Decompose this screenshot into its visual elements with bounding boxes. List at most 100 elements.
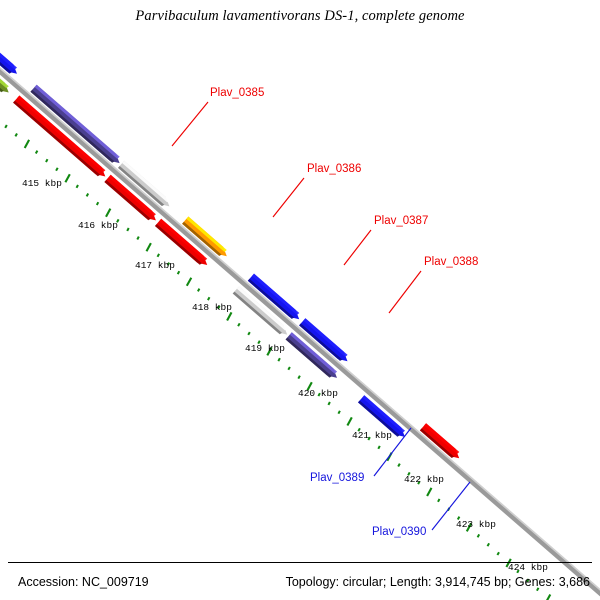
gene-name-label[interactable]: Plav_0390 xyxy=(372,526,426,538)
scale-minor-dot xyxy=(95,201,100,206)
gene-name-label[interactable]: Plav_0385 xyxy=(210,87,264,99)
gene-bar-highlight xyxy=(186,216,227,252)
scale-minor-dot xyxy=(437,498,441,503)
gene-bar[interactable] xyxy=(285,332,338,378)
scale-minor-dot xyxy=(257,340,261,345)
gene-bar-highlight xyxy=(252,273,300,315)
gene-bar-highlight xyxy=(303,318,348,357)
scale-minor-dot xyxy=(166,262,171,266)
scale-minor-dot xyxy=(176,270,181,275)
scale-tick-label: 420 kbp xyxy=(298,388,338,399)
gene-bar-body xyxy=(155,218,208,265)
scale-minor-dot xyxy=(247,331,251,336)
scale-minor-dot xyxy=(496,551,500,556)
gene-bar[interactable] xyxy=(299,318,348,362)
gene-bar-body xyxy=(299,318,348,362)
gene-bar-body xyxy=(104,174,156,221)
gene-bar[interactable] xyxy=(0,50,9,93)
gene-bar[interactable] xyxy=(182,216,227,257)
gene-bar-highlight xyxy=(159,218,208,261)
gene-bar-shadow xyxy=(13,100,101,177)
gene-bar[interactable] xyxy=(118,160,170,207)
status-bar: Accession: NC_009719 Topology: circular;… xyxy=(0,562,600,600)
scale-minor-dot xyxy=(55,167,59,172)
scale-minor-dot xyxy=(197,288,201,292)
scale-minor-dot xyxy=(85,193,90,197)
scale-tick-label: 415 kbp xyxy=(22,178,62,189)
scale-major-tick xyxy=(266,346,273,356)
scale-tick-labels-group: 415 kbp 416 kbp 417 kbp 418 kbp 419 kbp 420 k… xyxy=(22,178,548,573)
gene-bar-shadow xyxy=(358,400,400,437)
backbone-highlight xyxy=(0,66,600,592)
gene-name-label[interactable]: Plav_0387 xyxy=(374,215,428,227)
gene-bar[interactable] xyxy=(155,218,208,265)
scale-minor-dot xyxy=(417,480,421,485)
gene-name-label[interactable]: Plav_0386 xyxy=(307,163,361,175)
backbone-line xyxy=(0,69,600,597)
gene-bar-body xyxy=(419,423,460,459)
gene-bar[interactable] xyxy=(30,84,120,164)
gene-bar[interactable] xyxy=(104,174,156,221)
gene-bar[interactable] xyxy=(419,423,460,459)
gene-bar[interactable] xyxy=(232,286,288,335)
scale-minor-dot xyxy=(397,463,401,467)
gene-label-leader-line xyxy=(171,101,209,147)
scale-minor-dot xyxy=(476,533,481,538)
scale-minor-dot xyxy=(526,578,530,583)
scale-tick-label: 424 kbp xyxy=(508,562,548,573)
gene-bar-shadow xyxy=(30,89,115,163)
gene-bars-group[interactable] xyxy=(0,35,460,459)
scale-minor-dot xyxy=(14,133,18,137)
gene-bar[interactable] xyxy=(0,35,17,74)
gene-bar-shadow xyxy=(285,337,332,378)
scale-major-tick xyxy=(226,311,233,322)
gene-name-labels-group[interactable]: Plav_0385 Plav_0386 Plav_0387 Plav_0388 Plav… xyxy=(210,87,478,538)
scale-minor-dot xyxy=(116,218,120,223)
scale-minor-dot xyxy=(367,436,371,441)
scale-minor-dot xyxy=(337,410,341,415)
scale-tick-label: 421 kbp xyxy=(352,430,392,441)
scale-major-tick xyxy=(105,208,112,218)
gene-bar-highlight xyxy=(122,160,170,203)
gene-bar[interactable] xyxy=(247,273,300,320)
backbone-group xyxy=(0,66,600,597)
gene-bar-highlight xyxy=(236,286,288,331)
scale-major-tick xyxy=(346,416,353,427)
page-title: Parvibaculum lavamentivorans DS-1, compl… xyxy=(135,8,465,24)
gene-bar-shadow xyxy=(419,428,455,458)
gene-bar[interactable] xyxy=(358,395,405,437)
scale-tick-label: 419 kbp xyxy=(245,343,285,354)
gene-bar-highlight xyxy=(108,174,156,217)
scale-tick-label: 418 kbp xyxy=(192,302,232,313)
scale-minor-dot xyxy=(75,184,79,189)
gene-bar[interactable] xyxy=(13,95,106,177)
scale-minor-dot xyxy=(456,516,461,520)
accession-label: Accession: NC_009719 xyxy=(18,575,149,589)
gene-bar-shadow xyxy=(104,180,151,221)
gene-name-label[interactable]: Plav_0389 xyxy=(310,472,364,484)
scale-tick-label: 423 kbp xyxy=(456,519,496,530)
scale-major-tick xyxy=(426,487,433,497)
scale-minor-dot xyxy=(536,587,540,592)
scale-minor-dot xyxy=(377,445,381,450)
gene-name-label[interactable]: Plav_0388 xyxy=(424,256,478,268)
gene-bar-body xyxy=(358,395,405,437)
gene-bar-shadow xyxy=(232,291,282,335)
scale-minor-dot xyxy=(486,542,490,547)
scale-minor-dot xyxy=(156,253,160,258)
scale-major-tick xyxy=(23,139,31,149)
gene-label-leader-line xyxy=(343,229,372,266)
gene-bar-shadow xyxy=(0,61,12,74)
scale-minor-dot xyxy=(297,375,301,380)
gene-label-leader-line xyxy=(388,270,422,314)
gene-bar-body xyxy=(285,332,337,378)
gene-bar-shadow xyxy=(247,278,295,319)
gene-bar-shadow xyxy=(155,224,202,265)
topology-label: Topology: circular; Length: 3,914,745 bp… xyxy=(285,575,590,589)
gene-leader-lines-group xyxy=(171,101,471,531)
scale-minor-dot xyxy=(207,296,211,301)
scale-minor-dot xyxy=(357,427,361,432)
gene-label-leader-line xyxy=(431,481,471,531)
